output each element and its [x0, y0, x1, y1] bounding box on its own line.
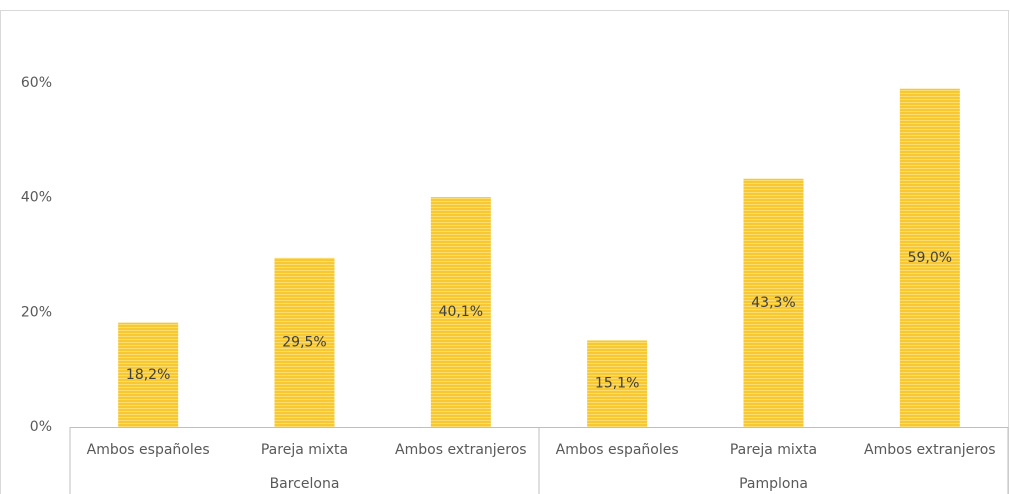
x-tick-label: Ambos extranjeros	[395, 442, 527, 458]
data-label: 43,3%	[751, 295, 795, 311]
data-label: 18,2%	[126, 367, 170, 383]
bar	[430, 197, 491, 427]
bar	[587, 340, 648, 427]
data-label: 40,1%	[439, 304, 483, 320]
x-tick-label: Ambos españoles	[556, 442, 679, 458]
bar	[899, 88, 960, 427]
bar	[118, 322, 179, 427]
x-tick-label: Ambos extranjeros	[864, 442, 996, 458]
data-label: 15,1%	[595, 376, 639, 392]
x-tick-label: Pareja mixta	[261, 442, 348, 458]
bar	[743, 178, 804, 427]
x-tick-label: Ambos españoles	[87, 442, 210, 458]
data-label: 29,5%	[282, 334, 326, 350]
chart-frame	[0, 10, 1009, 494]
bar	[274, 257, 335, 427]
x-tick-label: Pareja mixta	[730, 442, 817, 458]
y-tick-label: 40%	[21, 190, 52, 206]
y-tick-label: 0%	[30, 419, 52, 435]
y-tick-label: 20%	[21, 304, 52, 320]
group-label: Barcelona	[270, 476, 340, 492]
group-label: Pamplona	[739, 476, 808, 492]
y-tick-label: 60%	[21, 75, 52, 91]
data-label: 59,0%	[908, 250, 952, 266]
